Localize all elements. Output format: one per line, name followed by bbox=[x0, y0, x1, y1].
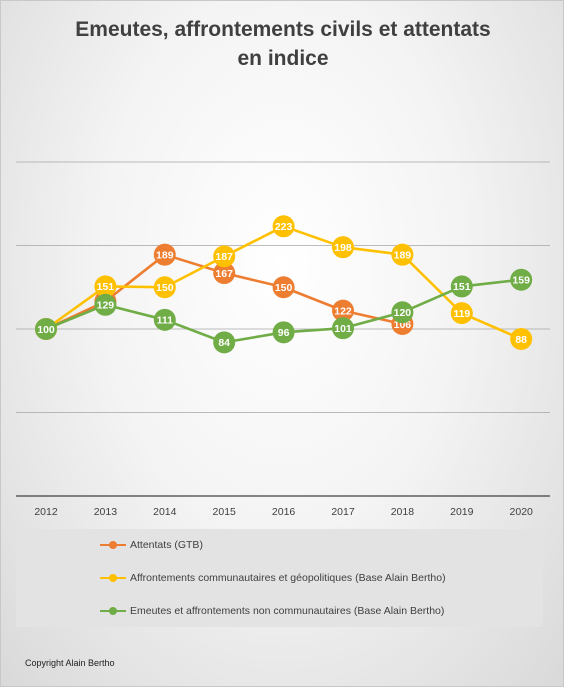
legend-swatch-attentats bbox=[100, 540, 126, 550]
legend-label-attentats: Attentats (GTB) bbox=[130, 539, 203, 551]
data-label: 189 bbox=[394, 249, 412, 261]
legend-item-emeutes: Emeutes et affrontements non communautai… bbox=[100, 603, 444, 619]
data-label: 150 bbox=[156, 282, 174, 294]
data-point bbox=[332, 236, 354, 259]
x-tick-label: 2018 bbox=[391, 506, 415, 518]
data-label: 84 bbox=[218, 337, 230, 349]
data-point bbox=[391, 301, 414, 324]
x-tick-label: 2017 bbox=[331, 506, 355, 518]
data-label: 159 bbox=[512, 275, 530, 287]
data-label: 129 bbox=[97, 300, 115, 312]
data-point bbox=[272, 276, 295, 299]
data-point bbox=[272, 321, 295, 344]
legend-swatch-affrontements bbox=[100, 573, 126, 583]
data-point bbox=[391, 243, 414, 266]
data-label: 151 bbox=[453, 281, 471, 293]
chart-title: Emeutes, affrontements civils et attenta… bbox=[1, 15, 563, 73]
data-label: 223 bbox=[275, 221, 293, 233]
data-label: 198 bbox=[334, 242, 352, 254]
legend: Attentats (GTB) Affrontements communauta… bbox=[16, 529, 543, 627]
data-label: 187 bbox=[215, 251, 233, 263]
data-label: 122 bbox=[334, 305, 352, 317]
x-tick-label: 2020 bbox=[510, 506, 534, 518]
data-point bbox=[332, 299, 354, 322]
data-point bbox=[213, 331, 236, 354]
data-label: 167 bbox=[215, 268, 233, 280]
data-label: 150 bbox=[275, 282, 293, 294]
x-tick-label: 2014 bbox=[153, 506, 177, 518]
data-point bbox=[450, 275, 473, 298]
data-label: 189 bbox=[156, 249, 174, 261]
legend-item-attentats: Attentats (GTB) bbox=[100, 537, 203, 553]
data-label: 119 bbox=[453, 308, 470, 320]
x-tick-label: 2012 bbox=[34, 506, 58, 518]
legend-label-emeutes: Emeutes et affrontements non communautai… bbox=[130, 605, 445, 617]
data-label: 96 bbox=[278, 327, 290, 339]
data-label: 100 bbox=[37, 324, 55, 336]
data-point bbox=[332, 317, 354, 340]
data-point bbox=[272, 215, 295, 238]
x-tick-label: 2015 bbox=[213, 506, 237, 518]
data-point bbox=[35, 318, 57, 340]
data-point bbox=[94, 275, 117, 298]
data-point bbox=[153, 276, 176, 299]
data-point bbox=[450, 302, 473, 325]
x-tick-label: 2013 bbox=[94, 506, 118, 518]
data-label: 88 bbox=[515, 334, 527, 346]
x-tick-label: 2016 bbox=[272, 506, 296, 518]
chart-title-line-1: Emeutes, affrontements civils et attenta… bbox=[75, 18, 491, 41]
data-label: 111 bbox=[157, 315, 174, 327]
data-point bbox=[94, 293, 117, 316]
legend-item-affrontements: Affrontements communautaires et géopolit… bbox=[100, 570, 446, 586]
copyright-text: Copyright Alain Bertho bbox=[25, 658, 115, 668]
data-point bbox=[213, 245, 236, 268]
legend-swatch-emeutes bbox=[100, 606, 126, 616]
chart-title-line-2: en indice bbox=[237, 47, 329, 70]
data-label: 101 bbox=[334, 323, 352, 335]
data-point bbox=[213, 262, 236, 285]
data-label: 120 bbox=[394, 307, 412, 319]
legend-label-affrontements: Affrontements communautaires et géopolit… bbox=[130, 572, 446, 584]
x-tick-label: 2019 bbox=[450, 506, 474, 518]
data-point bbox=[510, 328, 533, 351]
data-point bbox=[153, 308, 176, 331]
data-point bbox=[510, 268, 533, 291]
data-point bbox=[153, 243, 176, 266]
data-label: 151 bbox=[97, 281, 115, 293]
